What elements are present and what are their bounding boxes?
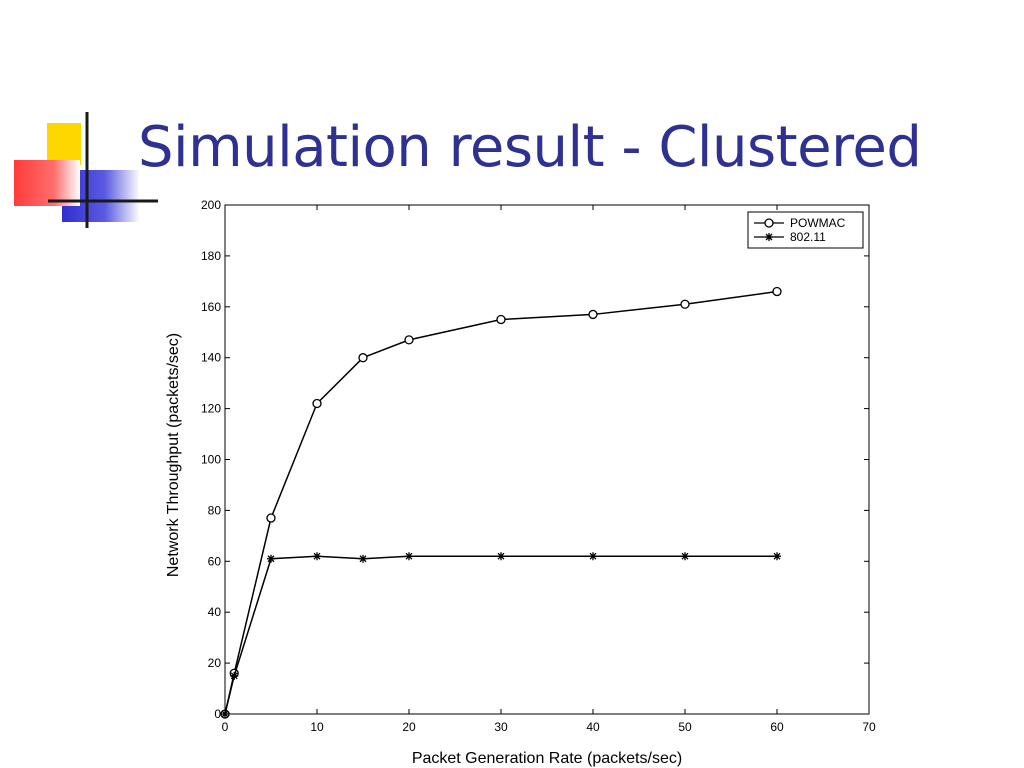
legend-label-powmac: POWMAC (790, 216, 846, 230)
series-line-powmac (224, 290, 778, 715)
data-point-802-11 (359, 554, 367, 563)
data-point-powmac (772, 286, 782, 297)
data-point-802-11 (230, 671, 239, 680)
y-tick-label: 120 (201, 402, 221, 416)
y-tick-label: 80 (208, 503, 222, 517)
y-tick-label: 20 (208, 656, 222, 670)
plot-area (224, 204, 870, 715)
data-point-802-11 (773, 552, 781, 561)
legend-label-802-11: 802.11 (790, 230, 826, 244)
data-point-powmac (588, 309, 598, 320)
legend-marker-802-11 (765, 233, 773, 241)
data-point-powmac (496, 314, 506, 325)
slide-title: Simulation result - Clustered (138, 115, 922, 180)
x-tick-label: 10 (310, 720, 324, 734)
y-axis-label: Network Throughput (packets/sec) (165, 333, 182, 577)
title-decoration (14, 112, 158, 228)
y-tick-label: 180 (201, 249, 221, 263)
x-axis-ticks: 0 10 20 30 40 50 60 70 (222, 205, 876, 734)
x-tick-label: 70 (862, 720, 876, 734)
data-point-802-11 (313, 552, 321, 561)
data-point-powmac (358, 353, 368, 363)
y-tick-label: 0 (214, 707, 221, 721)
y-tick-label: 40 (208, 605, 222, 619)
data-point-powmac (312, 398, 322, 409)
x-tick-label: 20 (402, 720, 416, 734)
decoration-red-square (14, 160, 80, 206)
data-point-802-11 (681, 552, 689, 561)
x-tick-label: 60 (770, 720, 784, 734)
y-tick-label: 200 (201, 198, 221, 212)
x-axis-label: Packet Generation Rate (packets/sec) (412, 750, 682, 767)
series-layer (220, 286, 782, 719)
x-tick-label: 30 (494, 720, 508, 734)
x-tick-label: 0 (222, 720, 229, 734)
data-point-802-11 (221, 710, 229, 718)
decoration-yellow-square (47, 123, 81, 165)
data-point-802-11 (497, 552, 505, 561)
y-tick-label: 60 (208, 554, 222, 568)
data-point-powmac (404, 335, 414, 345)
data-point-powmac (266, 513, 276, 523)
x-tick-label: 40 (586, 720, 600, 734)
x-tick-label: 50 (678, 720, 692, 734)
legend-box (747, 211, 864, 249)
y-tick-label: 160 (201, 300, 221, 314)
legend-marker-powmac (764, 218, 774, 228)
y-tick-label: 100 (201, 453, 221, 467)
data-point-802-11 (405, 552, 413, 561)
y-axis-ticks: 0 20 40 60 80 100 120 140 160 180 200 (201, 198, 869, 721)
data-point-802-11 (589, 552, 597, 561)
series-line-802-11 (224, 555, 777, 715)
data-point-powmac (680, 299, 690, 309)
y-tick-label: 140 (201, 351, 221, 365)
data-point-802-11 (267, 554, 275, 563)
